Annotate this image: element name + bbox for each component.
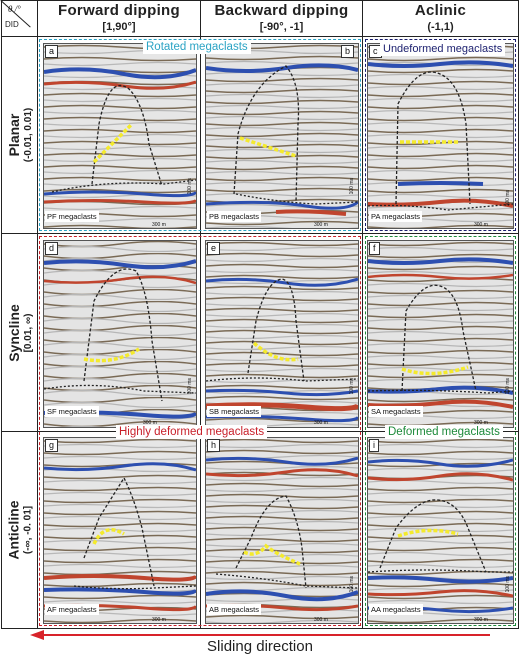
scale-vertical: 100 ms: [349, 178, 355, 195]
seismic-image: [44, 241, 196, 427]
panel-name: AB megaclasts: [207, 604, 262, 615]
column-range: [-90°, -1]: [259, 21, 304, 33]
highly-deformed-group-box: [39, 236, 361, 626]
theta-label: θ /°: [8, 4, 21, 14]
panel-name: AA megaclasts: [369, 604, 423, 615]
column-title: Forward dipping: [58, 2, 180, 19]
panel-name: PF megaclasts: [45, 211, 99, 222]
seismic-image: [368, 438, 513, 623]
seismic-panel-i: [367, 437, 514, 624]
column-header-forward: Forward dipping [1,90°]: [38, 2, 200, 33]
scale-vertical: 100 ms: [349, 576, 355, 593]
deformed-group-box: [365, 236, 516, 626]
panel-name: SF megaclasts: [45, 406, 99, 417]
row-range: (-0.01, 0.01): [23, 107, 35, 163]
panel-letter: e: [207, 242, 221, 255]
seismic-image: [368, 44, 513, 228]
seismic-panel-f: [367, 240, 514, 428]
panel-name: AF megaclasts: [45, 604, 99, 615]
scale-horizontal: 300 m: [474, 222, 488, 228]
seismic-image: [206, 44, 358, 228]
scale-horizontal: 300 m: [474, 420, 488, 426]
grid-line: [1, 233, 519, 234]
grid-line: [37, 0, 38, 628]
column-title: Aclinic: [414, 2, 467, 19]
seismic-image: [44, 438, 196, 623]
seismic-panel-g: [43, 437, 197, 624]
scale-horizontal: 300 m: [314, 617, 328, 623]
undeformed-megaclasts-label: Undeformed megaclasts: [380, 42, 506, 56]
row-header-planar: Planar (-0.01, 0.01): [0, 37, 40, 233]
row-title: Planar: [6, 113, 23, 157]
column-range: [1,90°]: [102, 21, 136, 33]
deformed-megaclasts-label: Deformed megaclasts: [385, 425, 503, 439]
column-header-aclinic: Aclinic (-1,1): [363, 2, 518, 33]
seismic-panel-d: [43, 240, 197, 428]
scale-horizontal: 300 m: [314, 420, 328, 426]
panel-letter: a: [45, 45, 59, 58]
scale-vertical: 100 ms: [505, 576, 511, 593]
scale-vertical: 100 ms: [187, 378, 193, 395]
panel-letter: d: [45, 242, 59, 255]
panel-letter: b: [341, 45, 355, 58]
seismic-image: [44, 44, 196, 228]
undeformed-group-box: [365, 39, 516, 231]
row-title: Anticline: [6, 500, 22, 560]
sliding-direction-arrow: [30, 630, 490, 640]
panel-name: SA megaclasts: [369, 406, 423, 417]
rotated-megaclasts-label: Rotated megaclasts: [143, 40, 251, 54]
seismic-panel-e: [205, 240, 359, 428]
column-range: (-1,1): [427, 21, 454, 33]
grid-line: [518, 0, 519, 628]
row-header-syncline: Syncline [0.01, ∞): [0, 234, 40, 431]
panel-letter: g: [45, 439, 59, 452]
seismic-panel-h: [205, 437, 359, 624]
seismic-image: [368, 241, 513, 427]
grid-line: [362, 0, 363, 628]
scale-horizontal: 300 m: [152, 222, 166, 228]
scale-horizontal: 300 m: [152, 617, 166, 623]
scale-horizontal: 300 m: [314, 222, 328, 228]
panel-letter: h: [207, 439, 221, 452]
grid-line: [1, 628, 519, 629]
seismic-image: [206, 241, 358, 427]
column-title: Backward dipping: [214, 2, 349, 19]
panel-name: SB megaclasts: [207, 406, 262, 417]
grid-line: [1, 0, 519, 1]
scale-horizontal: 300 m: [143, 420, 157, 426]
seismic-panel-a: [43, 43, 197, 229]
column-header-backward: Backward dipping [-90°, -1]: [201, 2, 362, 33]
grid-line: [1, 36, 519, 37]
panel-letter: f: [369, 242, 380, 255]
panel-name: PA megaclasts: [369, 211, 423, 222]
panel-name: PB megaclasts: [207, 211, 262, 222]
scale-vertical: 100 ms: [349, 378, 355, 395]
scale-vertical: 100 ms: [505, 190, 511, 207]
scale-vertical: 100 ms: [187, 178, 193, 195]
seismic-image: [206, 438, 358, 623]
row-header-anticline: Anticline (-∞, -0. 01]: [0, 432, 40, 628]
seismic-panel-b: [205, 43, 359, 229]
grid-line: [200, 0, 201, 628]
rotated-group-box: [39, 39, 361, 231]
row-title: Syncline: [6, 303, 22, 362]
scale-vertical: 100 ms: [505, 378, 511, 395]
did-label: DID: [5, 20, 19, 29]
row-range: (-∞, -0. 01]: [23, 505, 34, 555]
grid-line: [1, 0, 2, 628]
sliding-direction-label: Sliding direction: [207, 638, 313, 655]
highly-deformed-megaclasts-label: Highly deformed megaclasts: [116, 425, 268, 439]
panel-letter: i: [369, 439, 379, 452]
row-range: [0.01, ∞): [23, 313, 34, 352]
seismic-panel-c: [367, 43, 514, 229]
scale-horizontal: 300 m: [474, 617, 488, 623]
